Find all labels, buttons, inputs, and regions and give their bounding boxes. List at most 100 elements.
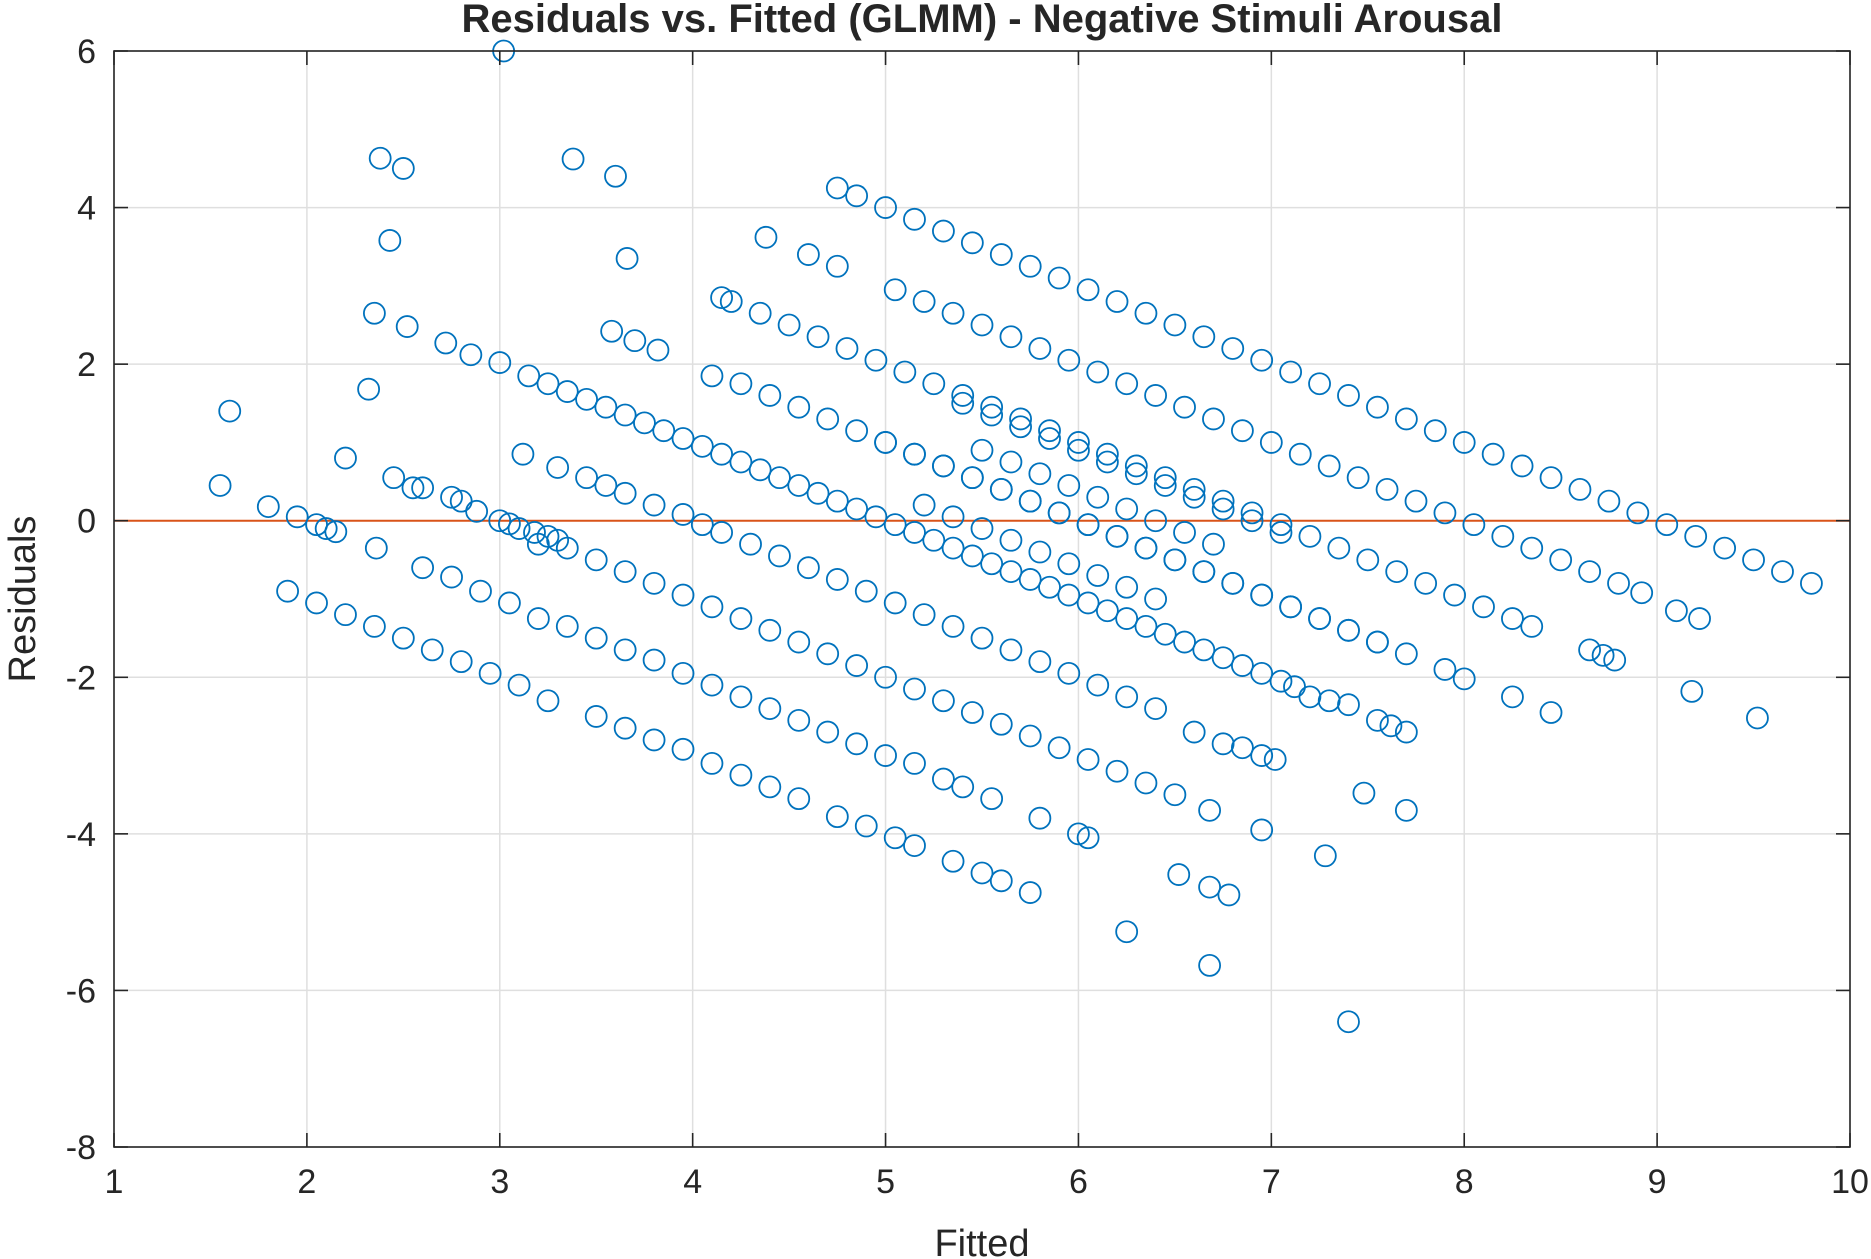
- data-point: [584, 705, 608, 728]
- data-point: [1009, 407, 1032, 431]
- data-point: [401, 476, 425, 500]
- data-point: [1630, 581, 1654, 605]
- data-point: [941, 505, 965, 529]
- data-point: [1346, 466, 1370, 490]
- data-point: [1047, 266, 1071, 290]
- data-point: [1283, 675, 1306, 699]
- data-point: [1182, 485, 1206, 509]
- data-point: [561, 147, 585, 171]
- data-point: [1038, 419, 1061, 443]
- data-point: [758, 384, 782, 407]
- data-point: [758, 697, 782, 720]
- data-point: [314, 517, 338, 540]
- data-point: [845, 419, 869, 443]
- data-point: [1198, 875, 1222, 899]
- data-point: [1269, 513, 1293, 537]
- y-tick-label: 6: [77, 33, 96, 71]
- data-point: [970, 517, 994, 540]
- data-point: [845, 654, 869, 677]
- y-tick-label: 0: [77, 503, 96, 541]
- data-point: [748, 458, 772, 482]
- data-point: [1163, 783, 1187, 807]
- data-point: [1047, 736, 1071, 760]
- data-point: [218, 399, 242, 423]
- data-point: [1202, 532, 1225, 556]
- data-point: [1688, 607, 1711, 630]
- data-point: [1086, 564, 1110, 587]
- data-point: [613, 716, 637, 740]
- data-point: [1086, 673, 1110, 697]
- data-point: [893, 360, 917, 384]
- data-point: [1115, 497, 1139, 521]
- data-point: [1520, 615, 1544, 638]
- data-point: [1173, 395, 1196, 419]
- data-point: [256, 495, 280, 519]
- data-point: [1746, 706, 1769, 730]
- data-point: [932, 454, 955, 478]
- data-point: [1105, 290, 1129, 313]
- data-point: [1626, 501, 1650, 525]
- data-point: [1443, 583, 1466, 607]
- data-point: [517, 364, 541, 388]
- data-point: [1308, 607, 1331, 630]
- data-point: [1057, 661, 1081, 685]
- data-point: [1520, 536, 1544, 560]
- data-point: [1394, 720, 1418, 744]
- data-point: [989, 243, 1013, 266]
- data-point: [1067, 431, 1090, 454]
- data-point: [1167, 863, 1191, 886]
- data-point: [999, 528, 1023, 552]
- data-point: [845, 497, 869, 521]
- data-point: [1153, 474, 1177, 497]
- x-tick-label: 4: [683, 1163, 702, 1201]
- data-point: [420, 638, 444, 662]
- data-point: [806, 325, 830, 349]
- data-point: [1038, 575, 1061, 599]
- chart-title: Residuals vs. Fitted (GLMM) - Negative S…: [462, 0, 1503, 41]
- data-point: [999, 560, 1023, 583]
- data-point: [1568, 477, 1592, 501]
- data-point: [989, 712, 1013, 736]
- data-point: [1414, 571, 1438, 595]
- data-point: [671, 503, 695, 526]
- data-point: [835, 337, 859, 360]
- data-point: [1501, 685, 1524, 709]
- data-point: [1742, 548, 1765, 572]
- data-point: [1240, 509, 1264, 533]
- data-point: [1153, 466, 1177, 490]
- data-point: [1202, 407, 1225, 431]
- data-point: [932, 219, 955, 243]
- data-point: [980, 552, 1004, 576]
- data-point: [1038, 427, 1061, 450]
- data-point: [1250, 583, 1274, 607]
- data-point: [797, 556, 820, 580]
- data-point: [1240, 501, 1264, 525]
- data-point: [758, 618, 782, 642]
- data-point: [787, 395, 811, 419]
- data-point: [1095, 442, 1119, 466]
- data-point: [768, 544, 791, 568]
- data-point: [440, 485, 463, 509]
- data-point: [874, 665, 897, 689]
- data-point: [710, 286, 733, 310]
- data-point: [864, 505, 888, 529]
- data-point: [1263, 748, 1287, 771]
- data-point: [1124, 462, 1148, 486]
- x-tick-label: 9: [1648, 1163, 1667, 1201]
- data-point: [1192, 560, 1216, 583]
- y-tick-label: 4: [77, 190, 96, 228]
- data-point: [1134, 771, 1158, 795]
- data-point: [391, 157, 415, 180]
- plot-area-frame: [113, 50, 1851, 1148]
- data-point: [305, 591, 328, 615]
- data-point: [1028, 540, 1052, 564]
- data-point: [1009, 415, 1032, 439]
- data-point: [1134, 536, 1158, 560]
- data-point: [285, 505, 309, 529]
- data-point: [883, 591, 907, 615]
- data-point: [700, 595, 724, 619]
- data-point: [1067, 438, 1090, 462]
- data-point: [1231, 419, 1254, 443]
- data-point: [671, 583, 695, 607]
- y-tick-label: -6: [66, 972, 96, 1010]
